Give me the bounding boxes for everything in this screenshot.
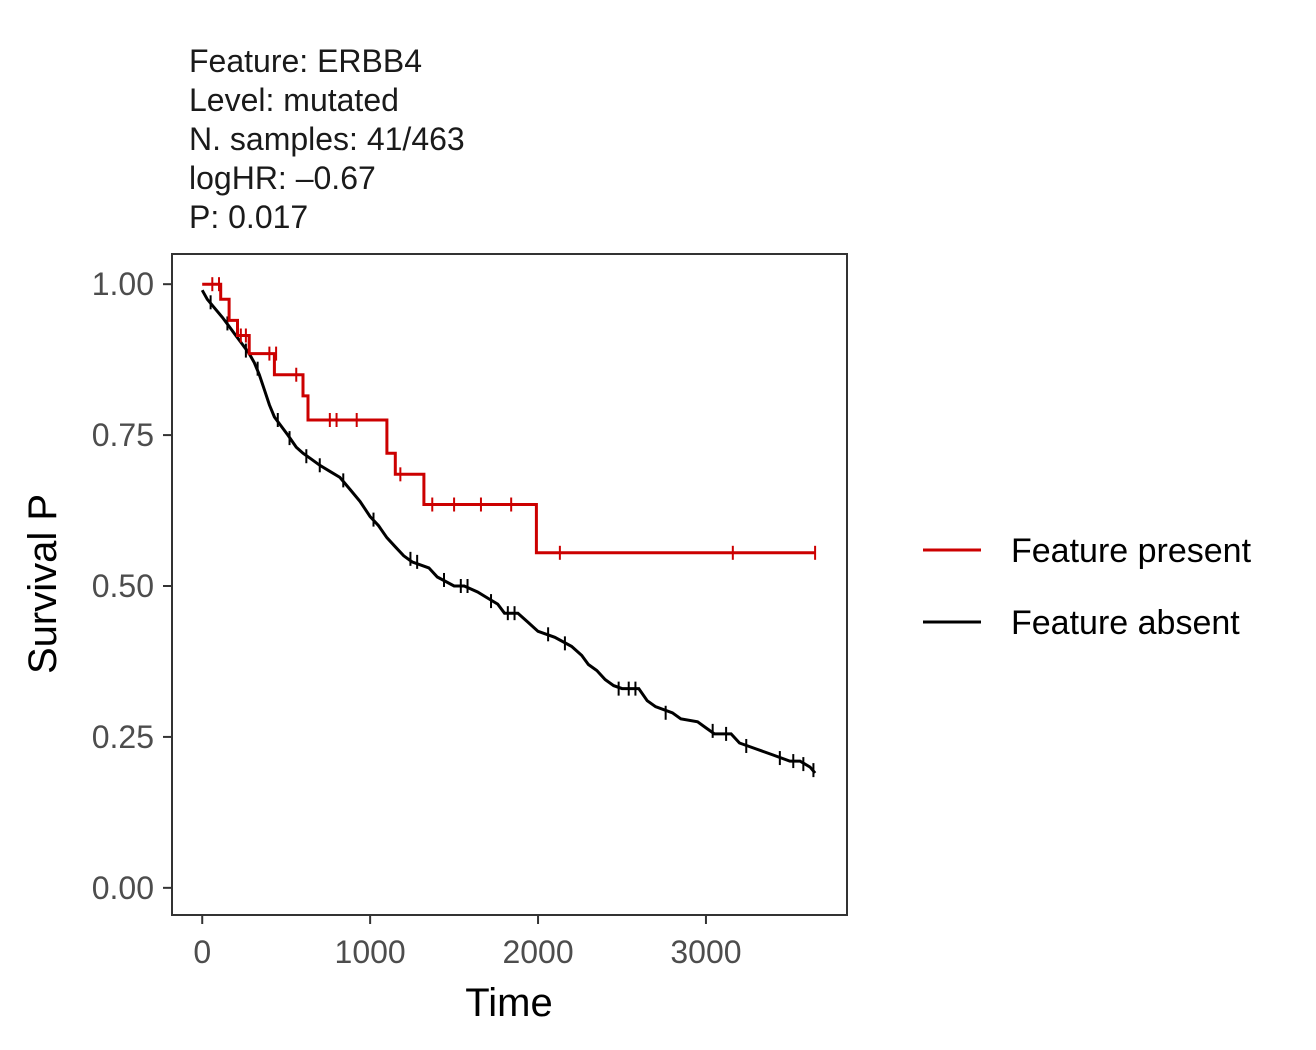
legend-item: Feature absent xyxy=(923,604,1240,642)
title-line: logHR: –0.67 xyxy=(189,160,376,196)
title-line: P: 0.017 xyxy=(189,199,308,235)
series-0 xyxy=(202,277,817,560)
x-tick-label: 3000 xyxy=(670,934,741,970)
x-tick-label: 2000 xyxy=(502,934,573,970)
y-tick-label: 0.00 xyxy=(92,870,154,906)
title-line: Feature: ERBB4 xyxy=(189,43,422,79)
y-tick-label: 0.25 xyxy=(92,719,154,755)
legend-item: Feature present xyxy=(923,532,1252,570)
y-tick-label: 0.50 xyxy=(92,568,154,604)
legend: Feature present Feature absent xyxy=(923,532,1252,642)
title-line: N. samples: 41/463 xyxy=(189,121,465,157)
survival-curve xyxy=(202,282,816,555)
legend-label: Feature absent xyxy=(1011,604,1240,642)
title-line: Level: mutated xyxy=(189,82,399,118)
legend-label: Feature present xyxy=(1011,532,1252,570)
y-axis-title: Survival P xyxy=(21,494,65,674)
plot-series xyxy=(200,277,817,778)
y-tick-label: 1.00 xyxy=(92,266,154,302)
series-1 xyxy=(200,289,817,778)
y-tick-label: 0.75 xyxy=(92,417,154,453)
x-axis-title: Time xyxy=(465,981,552,1025)
survival-curve xyxy=(200,289,817,775)
x-tick-label: 0 xyxy=(193,934,211,970)
y-axis: 0.00 0.25 0.50 0.75 1.00 xyxy=(92,266,172,906)
plot-panel xyxy=(171,253,848,916)
x-axis: 0 1000 2000 3000 xyxy=(193,915,742,970)
x-tick-label: 1000 xyxy=(335,934,406,970)
